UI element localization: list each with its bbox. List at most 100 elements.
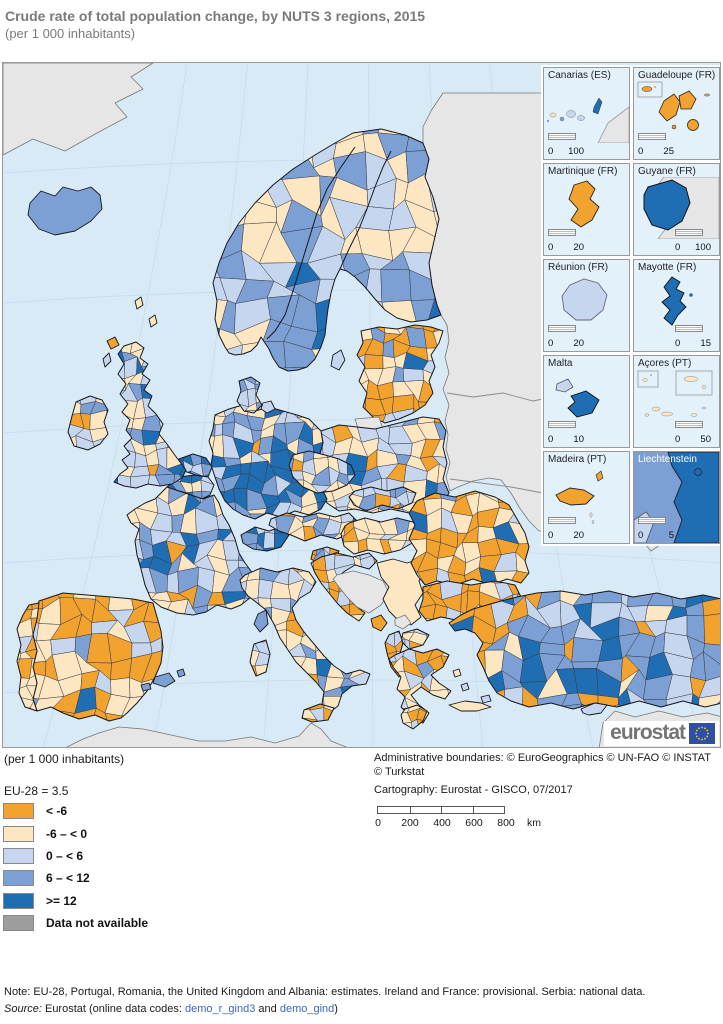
inset-guyane: Guyane (FR) 0 100: [633, 163, 720, 256]
legend-swatch: [3, 892, 34, 909]
cartography-credit: Cartography: Eurostat - GISCO, 07/2017: [374, 784, 573, 796]
inset-map-malta: [555, 378, 600, 418]
region-orkney: [106, 336, 120, 350]
inset-map-liechtenstein: [634, 452, 719, 543]
inset-title: Réunion (FR): [548, 262, 609, 273]
data-code-link-2[interactable]: demo_gind: [279, 1003, 335, 1015]
legend: < -6 -6 – < 0 0 – < 6 6 – < 12 >= 12 Dat…: [3, 800, 148, 934]
eu-flag-icon: [689, 722, 715, 744]
inset-map-guadeloupe: [637, 81, 711, 131]
scale-bar-icon: [675, 229, 703, 236]
legend-swatch: [3, 825, 34, 842]
legend-swatch: [3, 870, 34, 887]
inset-title: Malta: [548, 358, 573, 369]
inset-scalebar: 0 10: [548, 415, 588, 445]
region-menorca: [176, 668, 186, 678]
eurostat-logo: eurostat: [604, 721, 719, 746]
region-ibiza: [140, 682, 152, 692]
inset-scalebar: 0 50: [675, 415, 715, 445]
scale-bar-icon: [548, 421, 576, 428]
inset-malta: Malta 0 10: [543, 355, 630, 448]
inset-canarias: Canarias (ES) 0 100: [543, 67, 630, 160]
inset-scalebar: 0 100: [675, 223, 715, 253]
region-rhodes: [480, 694, 492, 704]
footnote: Note: EU-28, Portugal, Romania, the Unit…: [4, 986, 646, 998]
region-crete: [448, 700, 492, 712]
page-title: Crude rate of total population change, b…: [5, 8, 426, 24]
boundaries-credit-line2: © Turkstat: [374, 766, 425, 778]
inset-map-acores: [637, 370, 713, 417]
inset-martinique: Martinique (FR) 0 20: [543, 163, 630, 256]
scale-bar-icon: [548, 517, 576, 524]
eu-stars: [695, 726, 709, 740]
region-bosnia: [332, 570, 390, 614]
region-kosovo: [394, 614, 412, 630]
region-shetland: [148, 314, 158, 328]
inset-scalebar: 0 100: [548, 127, 588, 157]
scale-bar-icon: [548, 133, 576, 140]
region-corsica: [253, 609, 269, 633]
legend-unit-label: (per 1 000 inhabitants): [4, 752, 125, 766]
inset-map-martinique: [568, 180, 600, 228]
scale-bar-icon: [675, 325, 703, 332]
boundaries-credit-line1: Administrative boundaries: © EuroGeograp…: [374, 752, 711, 764]
legend-item: 6 – < 12: [3, 867, 148, 889]
legend-item: 0 – < 6: [3, 845, 148, 867]
inset-map-canarias: [546, 97, 629, 143]
inset-title: Liechtenstein: [638, 454, 697, 465]
inset-title: Açores (PT): [638, 358, 692, 369]
scale-min: 0: [548, 146, 554, 157]
region-hebrides: [102, 352, 112, 368]
eurostat-logo-text: eurostat: [610, 721, 686, 744]
inset-reunion: Réunion (FR) 0 20: [543, 259, 630, 352]
legend-item: >= 12: [3, 890, 148, 912]
legend-swatch: [3, 915, 34, 932]
region-aegean-2: [460, 682, 470, 692]
scale-bar-icon: [675, 421, 703, 428]
source-prefix: Source:: [4, 1003, 42, 1015]
region-mallorca: [152, 672, 176, 688]
inset-mayotte: Mayotte (FR) 0 15: [633, 259, 720, 352]
eu28-reference: EU-28 = 3.5: [4, 784, 69, 798]
map-frame: Canarias (ES) 0 100 Guadeloupe (FR): [2, 62, 721, 748]
inset-map-reunion: [561, 278, 608, 321]
legend-swatch: [3, 847, 34, 864]
scale-bar-icon: [377, 806, 505, 814]
region-faroe: [134, 296, 144, 310]
inset-title: Guyane (FR): [638, 166, 696, 177]
region-aegean-1: [452, 668, 462, 678]
inset-title: Martinique (FR): [548, 166, 618, 177]
legend-item: < -6: [3, 800, 148, 822]
region-denmark-isle: [260, 400, 276, 414]
inset-title: Mayotte (FR): [638, 262, 697, 273]
inset-acores: Açores (PT) 0 50: [633, 355, 720, 448]
legend-item: -6 – < 0: [3, 822, 148, 844]
page-subtitle: (per 1 000 inhabitants): [5, 26, 136, 41]
scale-bar-labels: 0 200 400 600 800 km: [375, 817, 541, 829]
scale-max: 100: [568, 146, 584, 157]
inset-title: Canarias (ES): [548, 70, 611, 81]
region-montenegro: [370, 614, 388, 632]
region-north-africa: [66, 722, 348, 747]
legend-item: Data not available: [3, 912, 148, 934]
inset-guadeloupe: Guadeloupe (FR) 0 25: [633, 67, 720, 160]
inset-map-guyane: [643, 177, 719, 239]
scale-bar-icon: [548, 229, 576, 236]
map-scale-bar: 0 200 400 600 800 km: [374, 806, 544, 836]
inset-map-madeira: [555, 470, 604, 525]
scale-bar-icon: [548, 325, 576, 332]
inset-scalebar: 0 25: [638, 127, 678, 157]
inset-panel: Canarias (ES) 0 100 Guadeloupe (FR): [541, 65, 720, 546]
region-iceland: [27, 186, 103, 236]
legend-swatch: [3, 803, 34, 820]
region-gotland: [330, 349, 346, 371]
scale-bar-icon: [638, 517, 666, 524]
data-code-link-1[interactable]: demo_r_gind3: [185, 1003, 256, 1015]
inset-scalebar: 0 20: [548, 223, 588, 253]
inset-scalebar: 0 20: [548, 319, 588, 349]
inset-map-mayotte: [661, 276, 693, 326]
inset-scalebar: 0 15: [675, 319, 715, 349]
